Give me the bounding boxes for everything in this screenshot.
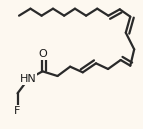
Text: O: O (38, 49, 47, 59)
Text: HN: HN (20, 74, 36, 84)
Text: F: F (14, 106, 21, 116)
